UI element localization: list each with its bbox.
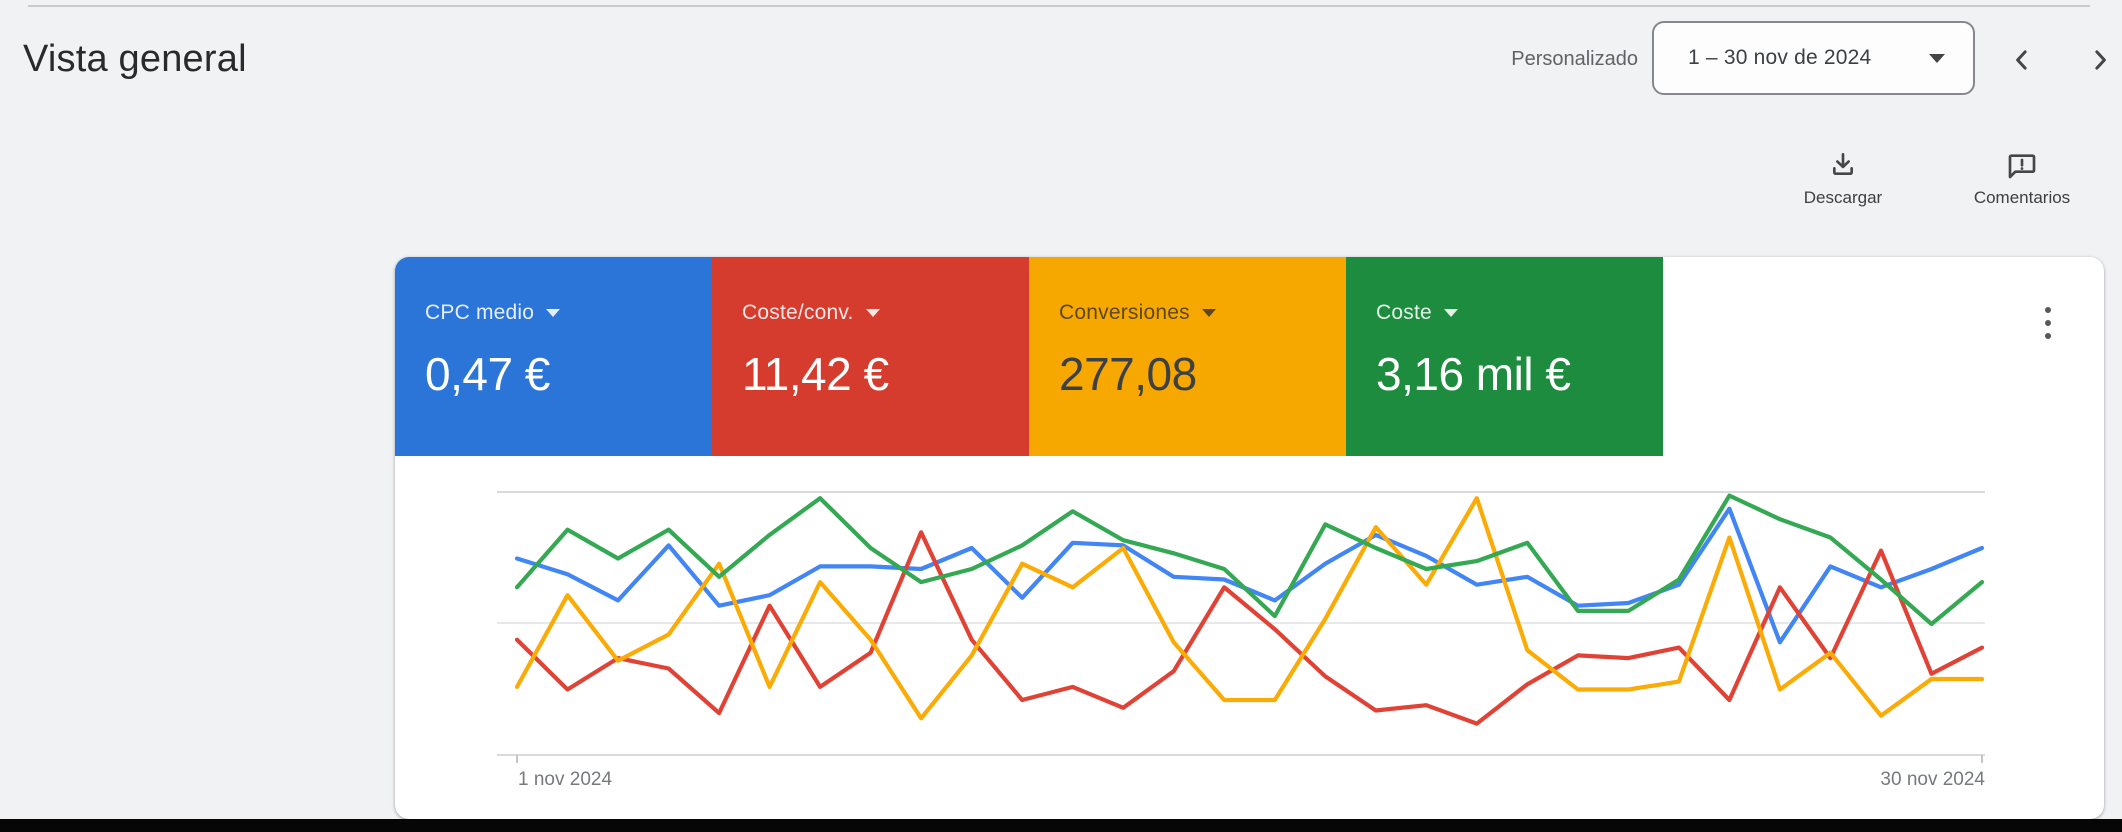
chevron-left-icon [2016,50,2027,70]
scorecard-value: 3,16 mil € [1376,348,1571,400]
feedback-button[interactable]: Comentarios [1942,148,2102,208]
caret-down-icon [1929,53,1945,63]
series-line-coste-conv- [514,530,1985,726]
caret-down-icon [546,309,561,317]
scorecard-coste-conv[interactable]: Coste/conv. 11,42 € [712,257,1029,456]
bottom-edge-bar [0,819,2122,832]
timeseries-chart[interactable] [497,470,1987,770]
series-line-coste [514,493,1985,627]
scorecard-label: Coste/conv. [742,301,854,324]
scorecard-label: Coste [1376,301,1432,324]
scorecard-cpc-medio[interactable]: CPC medio 0,47 € [395,257,712,456]
page-title: Vista general [23,38,247,80]
metric-scorecards: CPC medio 0,47 € Coste/conv. 11,42 € Con… [395,257,1663,456]
scorecard-value: 277,08 [1059,348,1197,400]
feedback-bubble-icon [2008,154,2036,179]
scorecard-label-row[interactable]: Coste/conv. [742,301,1029,325]
next-period-button[interactable] [2082,42,2118,78]
date-range-picker[interactable]: 1 – 30 nov de 2024 [1652,21,1975,95]
download-label: Descargar [1803,188,1883,207]
scorecard-label: Conversiones [1059,301,1190,324]
date-mode-label: Personalizado [1511,48,1638,70]
three-dot-menu-icon [2045,307,2051,313]
download-icon [1833,153,1853,175]
caret-down-icon [1443,309,1458,317]
scorecard-label-row[interactable]: Conversiones [1059,301,1346,325]
scorecard-label-row[interactable]: Coste [1376,301,1663,325]
scorecard-coste[interactable]: Coste 3,16 mil € [1346,257,1663,456]
scorecard-conversiones[interactable]: Conversiones 277,08 [1029,257,1346,456]
scorecard-value: 0,47 € [425,348,550,400]
three-dot-menu-icon [2045,320,2051,326]
card-options-button[interactable] [2032,295,2064,351]
previous-period-button[interactable] [2004,42,2040,78]
download-button[interactable]: Descargar [1763,148,1923,208]
chart-canvas[interactable] [497,470,1987,770]
series-line-conversiones [514,496,1985,721]
x-axis-start-label: 1 nov 2024 [518,769,613,790]
overview-chart-card: CPC medio 0,47 € Coste/conv. 11,42 € Con… [395,257,2104,819]
top-divider [28,5,2090,7]
caret-down-icon [865,309,880,317]
x-axis-end-label: 30 nov 2024 [1880,769,1985,790]
scorecard-value: 11,42 € [742,348,889,400]
three-dot-menu-icon [2045,333,2051,339]
date-range-value: 1 – 30 nov de 2024 [1688,46,1872,69]
caret-down-icon [1201,309,1216,317]
scorecard-label-row[interactable]: CPC medio [425,301,712,325]
feedback-label: Comentarios [1973,188,2071,207]
chevron-right-icon [2095,50,2106,70]
scorecard-label: CPC medio [425,301,535,324]
